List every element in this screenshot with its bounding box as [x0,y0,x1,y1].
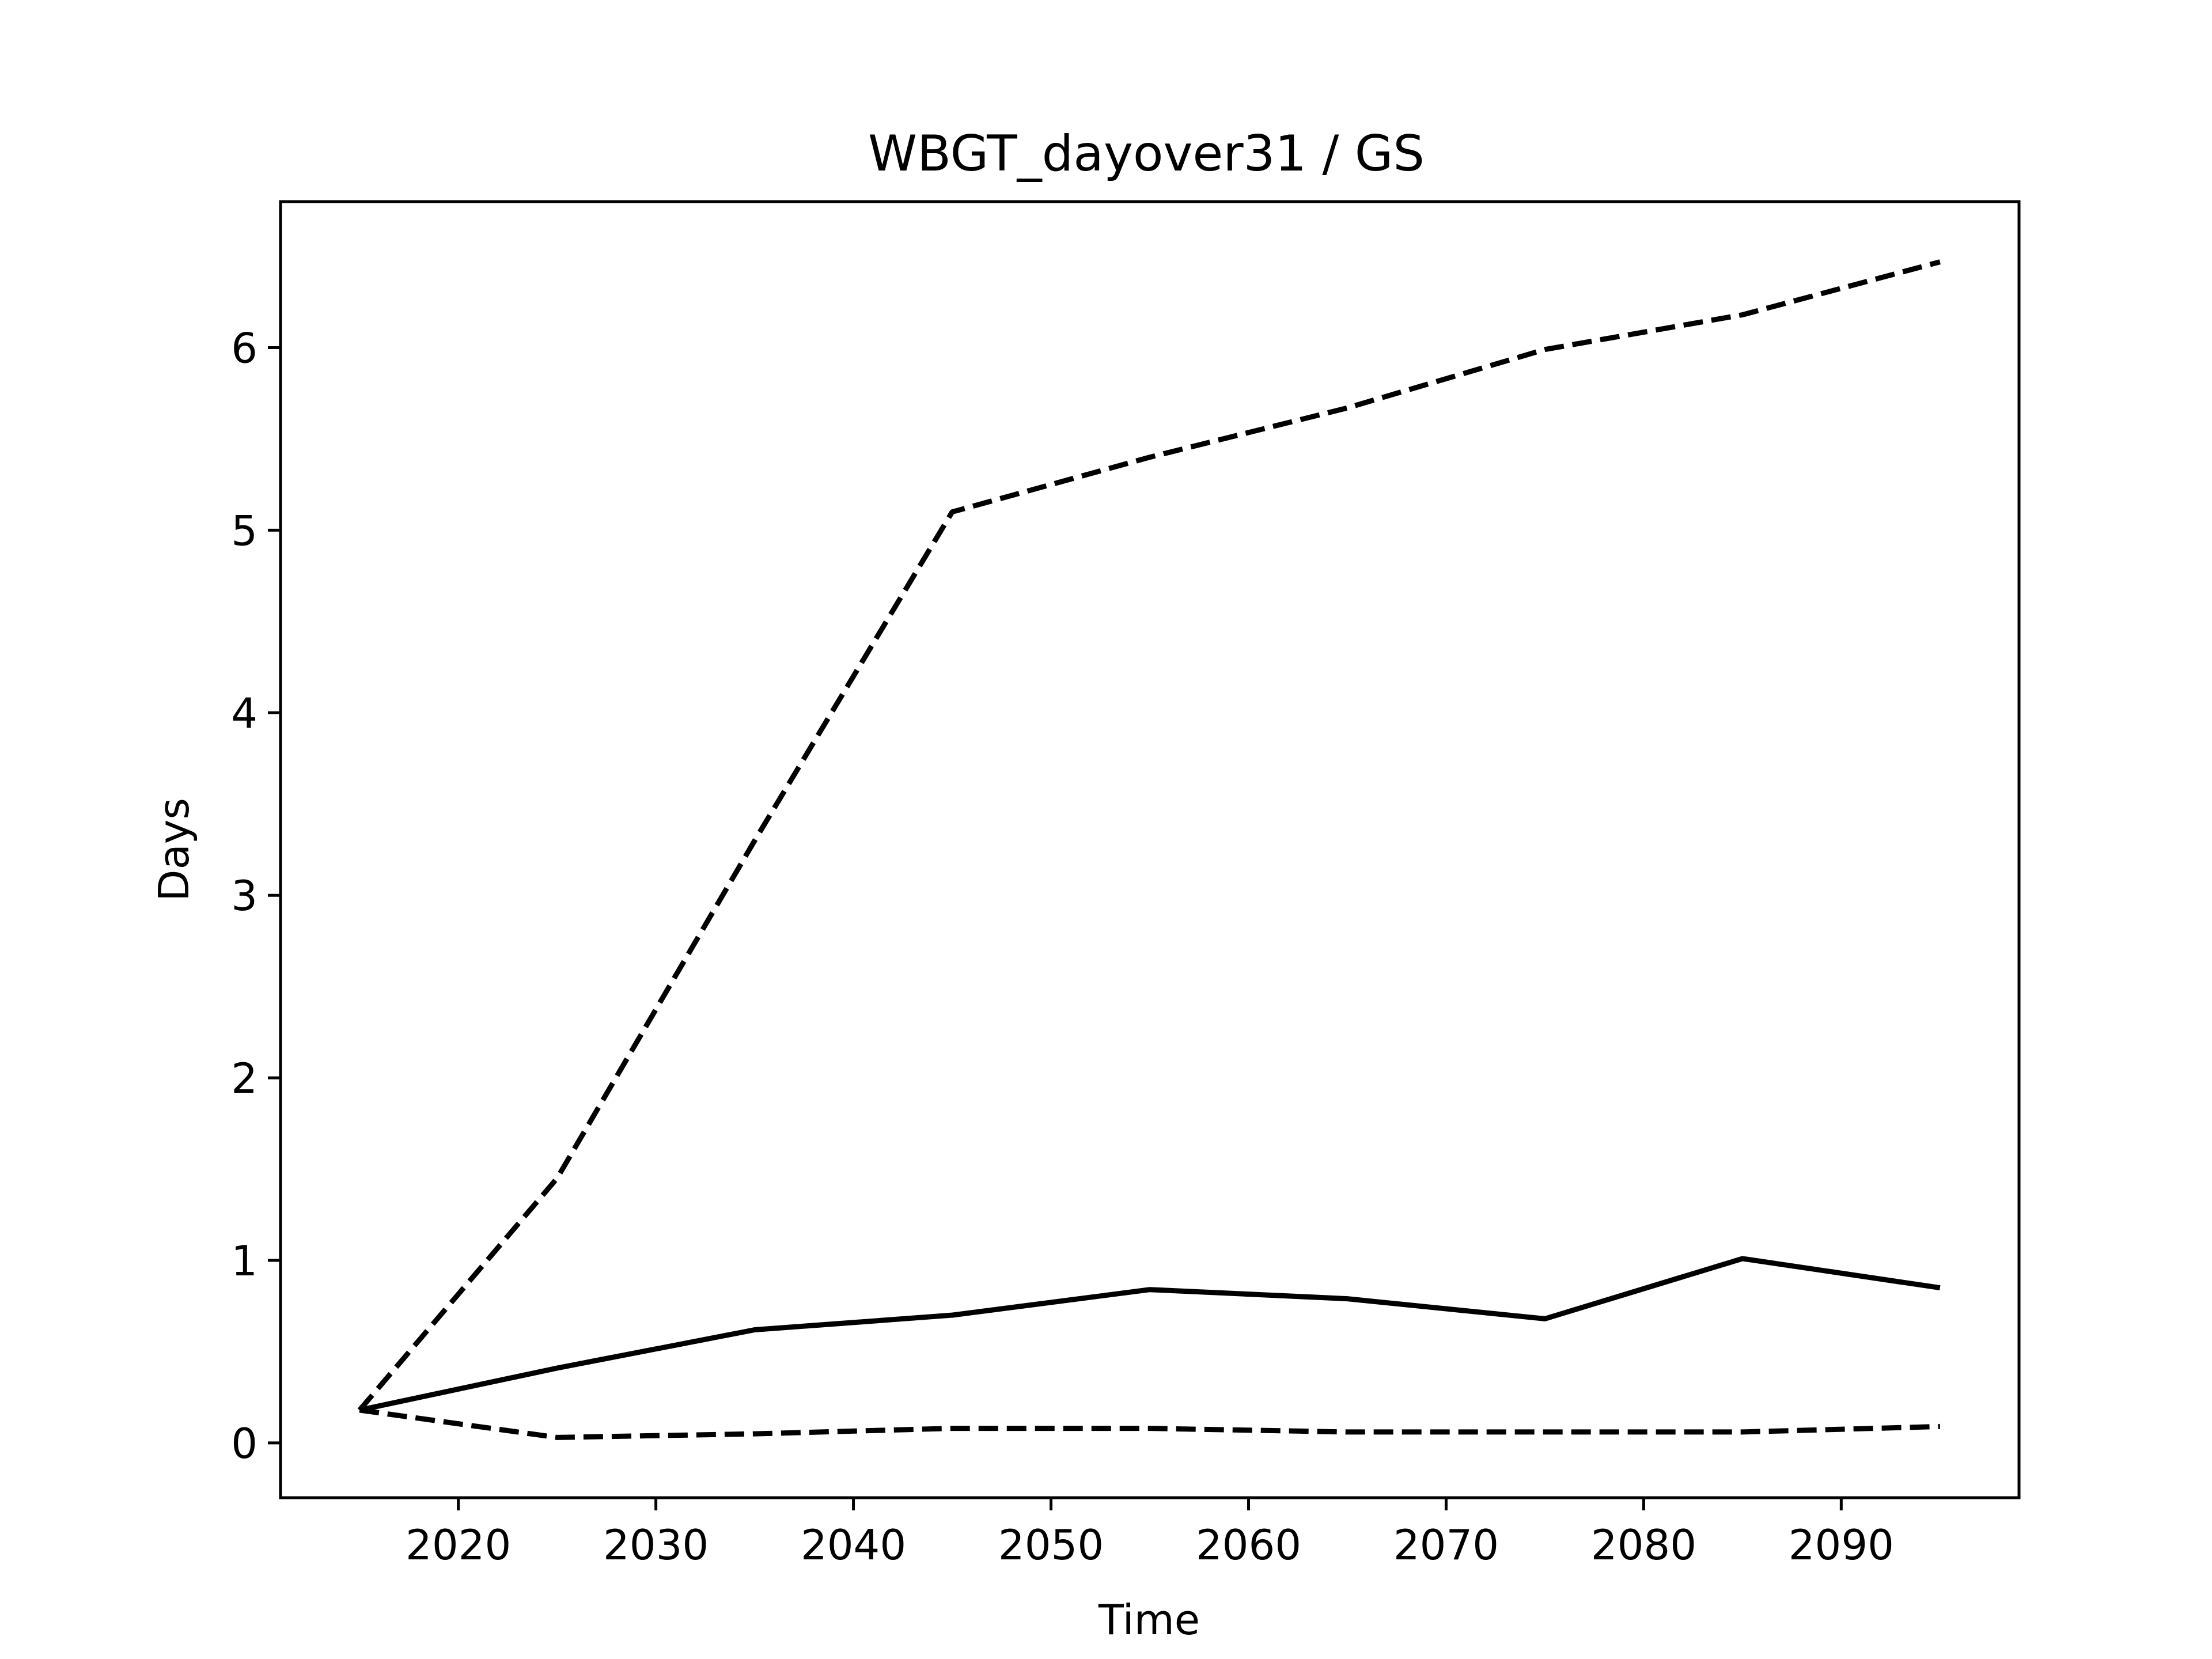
x-tick-label: 2070 [1393,1521,1499,1569]
y-axis-ticks: 0 1 2 3 4 5 6 [231,324,281,1468]
y-tick-label: 5 [231,506,257,555]
x-tick-label: 2090 [1789,1521,1894,1569]
plot-frame [279,200,2021,1499]
x-tick-label: 2080 [1591,1521,1696,1569]
series-line-1 [357,259,1941,1412]
y-tick-label: 6 [231,324,257,373]
series-line-3 [359,1407,1940,1440]
y-axis-label: Days [150,798,198,902]
y-tick-label: 1 [231,1237,257,1285]
x-tick-label: 2040 [801,1521,906,1569]
y-tick-label: 2 [231,1054,257,1103]
x-tick-label: 2060 [1196,1521,1301,1569]
y-tick-label: 4 [231,689,257,737]
series-layer [357,259,1941,1440]
series-line-2 [359,1256,1941,1413]
chart-title: WBGT_dayover31 / GS [868,125,1425,183]
x-tick-label: 2050 [998,1521,1104,1569]
x-axis-ticks: 2020 2030 2040 2050 2060 2070 2080 2090 [406,1498,1894,1569]
y-tick-label: 3 [231,872,257,920]
x-tick-label: 2030 [603,1521,709,1569]
x-axis-label: Time [1098,1596,1200,1644]
x-tick-label: 2020 [406,1521,511,1569]
y-tick-label: 0 [231,1419,257,1468]
